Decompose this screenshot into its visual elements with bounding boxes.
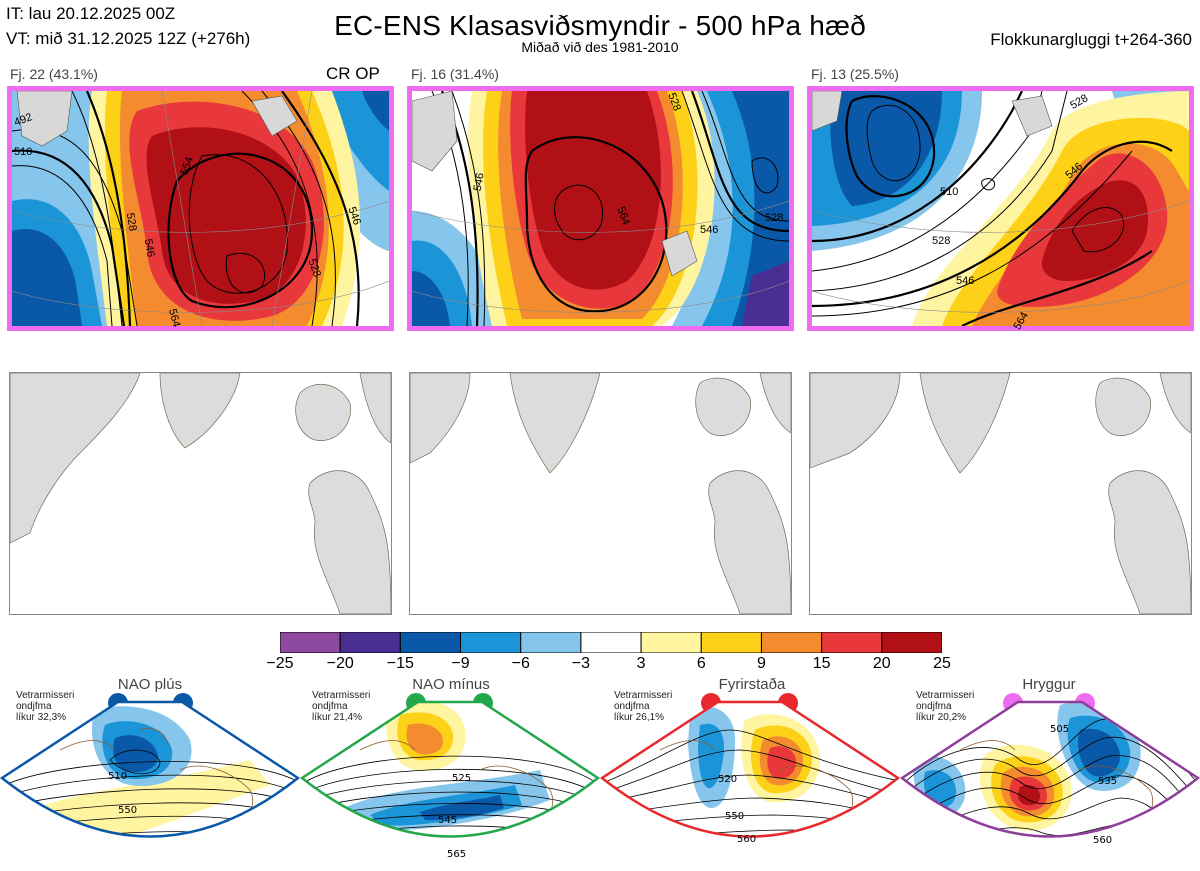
regime-4-title: Hryggur: [1022, 676, 1076, 693]
c2-label-e: 528: [765, 212, 784, 224]
cluster-2-label: Fj. 16 (31.4%): [411, 66, 499, 82]
colorbar-tick-label: 9: [757, 655, 766, 672]
regime-4-label-535: 535: [1098, 776, 1117, 787]
page-subtitle: Miðað við des 1981-2010: [521, 39, 679, 55]
cluster-3-label: Fj. 13 (25.5%): [811, 66, 899, 82]
regime-4-note: Vetrarmisseri ondjfma líkur 20,2%: [916, 690, 975, 723]
colorbar-swatch: [640, 631, 702, 654]
regime-3-label-550: 550: [725, 811, 744, 822]
issue-time: IT: lau 20.12.2025 00Z: [6, 4, 176, 23]
colorbar-swatch: [339, 631, 401, 654]
classification-window: Flokkunargluggi t+264-360: [990, 30, 1192, 49]
c3-label-b: 510: [940, 186, 959, 198]
colorbar-tick-label: 3: [636, 655, 646, 672]
cluster-1-map[interactable]: [7, 86, 394, 331]
regime-3-label-560: 560: [737, 834, 756, 845]
regime-4-label-505: 505: [1050, 724, 1069, 735]
cluster-1-label: Fj. 22 (43.1%): [10, 66, 98, 82]
regime-2-title: NAO mínus: [412, 676, 490, 693]
colorbar-tick-label: −9: [451, 655, 470, 672]
regime-1-label-510: 510: [108, 771, 127, 782]
colorbar-tick-label: −3: [571, 655, 591, 672]
c3-label-e: 546: [956, 275, 975, 287]
regime-2-map[interactable]: 525 545 565: [300, 690, 600, 870]
colorbar-swatch: [520, 631, 582, 654]
colorbar-swatch: [279, 631, 341, 654]
regime-2-note: Vetrarmisseri ondjfma líkur 21,4%: [312, 690, 371, 723]
regime-1-note: Vetrarmisseri ondjfma líkur 32,3%: [16, 690, 75, 723]
c2-label-d: 546: [700, 224, 719, 236]
colorbar: [279, 631, 943, 654]
colorbar-swatch: [580, 631, 642, 654]
colorbar-swatch: [460, 631, 522, 654]
regime-2-label-545: 545: [438, 815, 457, 826]
c3-label-c: 528: [932, 235, 951, 247]
colorbar-swatch: [760, 631, 823, 654]
c1-label-b: 510: [14, 146, 33, 158]
colorbar-tick-label: −6: [511, 655, 530, 672]
regime-4-map[interactable]: 505 535 560: [900, 690, 1200, 870]
regime-3-note: Vetrarmisseri ondjfma líkur 26,1%: [614, 690, 673, 723]
colorbar-tick-label: 6: [696, 655, 706, 672]
regime-3-label-520: 520: [718, 774, 737, 785]
regime-4-label-560: 560: [1093, 835, 1112, 846]
colorbar-tick-label: −20: [326, 655, 354, 672]
blank-map-2[interactable]: [409, 372, 792, 615]
cluster-3-map[interactable]: [807, 86, 1194, 331]
regime-3-title: Fyrirstaða: [718, 676, 786, 693]
regime-2-label-525: 525: [452, 773, 471, 784]
page-title: EC-ENS Klasasviðsmyndir - 500 hPa hæð: [334, 10, 866, 41]
colorbar-swatch: [700, 631, 762, 654]
valid-time: VT: mið 31.12.2025 12Z (+276h): [6, 29, 251, 48]
blank-map-3[interactable]: [809, 372, 1192, 615]
colorbar-tick-label: 15: [812, 655, 831, 672]
regime-1-label-550: 550: [118, 805, 137, 816]
blank-map-1[interactable]: [9, 372, 392, 615]
colorbar-swatch: [399, 631, 462, 654]
colorbar-tick-label: −15: [386, 655, 414, 672]
cluster-1-tag: CR OP: [326, 64, 380, 83]
colorbar-swatch: [821, 631, 883, 654]
regime-1-title: NAO plús: [117, 676, 183, 693]
regime-2-label-565: 565: [447, 849, 466, 860]
colorbar-tick-label: −25: [266, 655, 294, 672]
regime-1-map[interactable]: 510 550: [0, 690, 300, 870]
colorbar-swatch: [881, 631, 943, 654]
cluster-2-map[interactable]: [407, 86, 794, 331]
colorbar-tick-label: 25: [933, 655, 951, 672]
colorbar-tick-label: 20: [872, 655, 891, 672]
regime-3-map[interactable]: 520 550 560: [600, 690, 900, 870]
